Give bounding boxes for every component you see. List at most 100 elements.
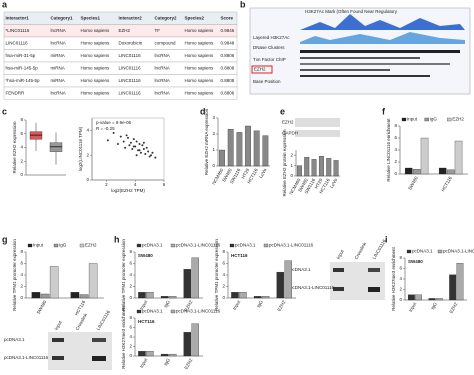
table-header: Species1 [81,15,101,20]
table-header: Interactor2 [119,15,143,20]
panel-label: c [2,106,7,116]
point [116,143,119,146]
point [128,144,131,147]
blot [330,262,385,300]
panel-label: g [2,234,8,244]
legend-label: EZH2 [452,117,464,122]
table-cell: Homo sapiens [185,90,215,95]
legend-swatch [263,243,269,248]
blot-label: pcDNA3.1-LINC01116 [4,355,49,360]
y-axis-label: Relative H3K27me3 enrichment [391,246,396,310]
browser-label: DNase Clusters [253,45,285,50]
table-cell: LINC01116 [119,78,142,83]
y-tick-label: 2 [129,284,132,289]
legend-swatch [53,243,59,248]
y-axis-label: Relative TPM1 promoter expression [214,239,219,311]
bar [333,160,339,177]
x-tick-label: HCT116 [440,175,453,192]
legend-swatch [170,309,176,314]
bar [446,169,455,175]
bar [404,167,413,175]
browser-label: Layered H3K27Ac [253,35,290,40]
table-cell: Homo sapiens [185,78,215,83]
y-tick-label: 4 [399,276,402,281]
bar [183,332,192,357]
bar [438,167,447,175]
point [132,138,135,141]
bar [428,298,436,301]
chart-title: HCT116 [138,319,155,324]
table-header: Category1 [51,15,74,20]
y-tick-label: 6 [129,261,132,266]
blot-label: Crosslink [354,241,368,260]
x-tick-label: 2 [105,182,108,187]
bar [407,294,415,301]
table-cell: LINC01116 [119,90,142,95]
track [300,57,420,59]
table-cell: lncRNA [51,90,66,95]
annotation: R = -0.25 [96,126,115,131]
point [138,149,141,152]
legend-swatch [170,243,176,248]
browser-label: EZH2 [254,67,266,72]
chart-title: HCT116 [231,253,248,258]
legend-label: pcDNA3.1 [142,309,163,314]
legend-label: pcDNA3.1-LINC01116 [443,249,474,254]
legend-label: pcDNA3.1 [235,243,256,248]
table-cell: Homo sapiens [81,65,111,70]
table-header: Score [221,15,234,20]
blot-label: GAPDH [282,131,298,136]
bar [304,157,310,177]
point [154,156,157,159]
y-tick-label: 0 [20,295,23,300]
bar [160,296,169,299]
band [368,268,380,272]
band [52,356,64,360]
bar [168,353,177,357]
y-tick-label: 6 [399,266,402,271]
genome-browser [249,7,471,95]
y-tick-label: 3 [212,115,215,120]
bar [49,266,59,299]
bar [146,292,154,299]
blot-label: pcDNA3.1 [290,267,311,272]
y-tick-label: 6 [394,135,397,140]
annotation: p-value = 9.9e-06 [96,120,132,125]
panel-label: d [200,106,206,116]
y-tick-label: 2 [129,344,132,349]
table-header: Interactor1 [6,15,30,20]
legend-label: EZH2 [85,243,97,248]
legend-swatch [79,243,85,248]
y-tick-label: 4 [20,145,23,150]
x-tick-label: IgG [256,299,264,308]
browser-label: Base Position [253,79,281,84]
track [300,14,465,30]
blot-label: Input [336,248,346,260]
legend-swatch [401,117,407,122]
legend-swatch [229,243,235,248]
x-tick-label: SW480 [36,299,48,315]
table-cell: Homo sapiens [185,28,215,33]
point [124,146,127,149]
blot-label: pcDNA3.1-LINC01116 [290,285,335,290]
x-tick-label: Input [232,299,242,311]
point [142,141,145,144]
table-cell: hsa-miR-31-5p [6,53,36,58]
table-cell: Homo sapiens [81,28,111,33]
y-tick-label: 0 [222,295,225,300]
y-tick-label: 0 [290,173,293,178]
y-tick-label: 0 [212,163,215,168]
x-tick-label: IgG [163,357,171,366]
panel-label: e [280,106,285,116]
y-tick-label: 2 [222,284,225,289]
bar [415,294,422,301]
blot-label: pcDNA3.1 [4,337,25,342]
track [300,75,430,77]
blot [48,332,112,370]
table-cell: 0.8808 [221,65,235,70]
bar [253,130,260,167]
bar [449,274,457,301]
bar [239,292,247,299]
y-tick-label: 1 [290,163,293,168]
bar [420,137,429,175]
